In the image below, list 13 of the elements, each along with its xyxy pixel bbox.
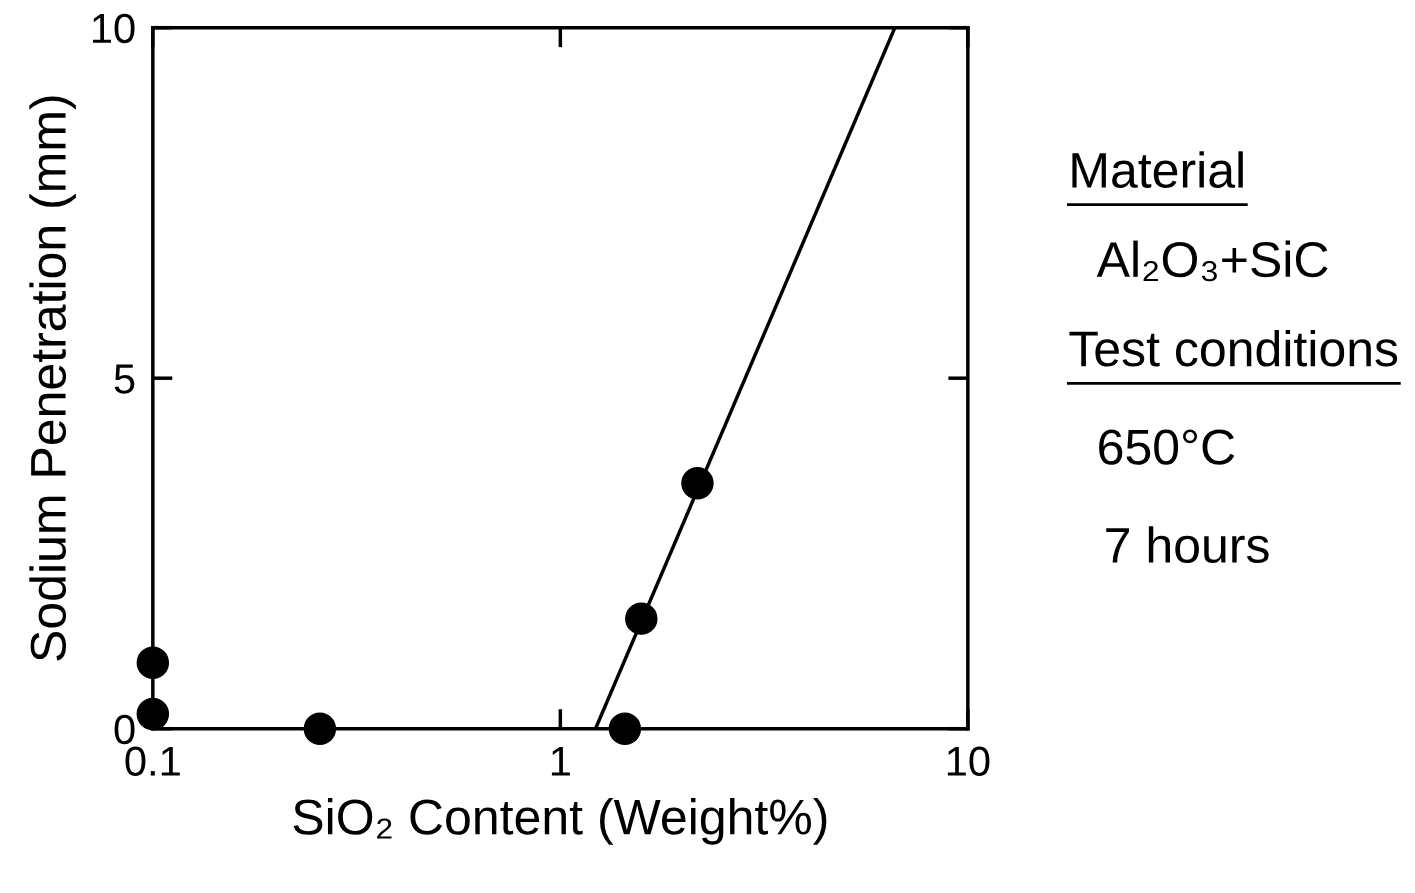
x-tick-label: 1 xyxy=(551,746,570,776)
y-tick-label: 0 xyxy=(114,714,135,745)
y-tick-label: 10 xyxy=(92,13,135,44)
x-tick-label: 10 xyxy=(947,746,990,776)
text: Al₂O₃+SiC xyxy=(1096,240,1328,282)
text: Test conditions xyxy=(1069,329,1398,367)
y-axis-title: Sodium Penetration (mm) xyxy=(29,96,76,661)
y-tick-label: 5 xyxy=(114,364,135,394)
x-tick-label: 0.1 xyxy=(125,746,180,776)
x-axis-title: SiO₂ Content (Weight%) xyxy=(293,798,827,845)
text: 7 hours xyxy=(1106,526,1269,564)
text: Material xyxy=(1072,151,1243,189)
text: 650°C xyxy=(1099,429,1235,465)
